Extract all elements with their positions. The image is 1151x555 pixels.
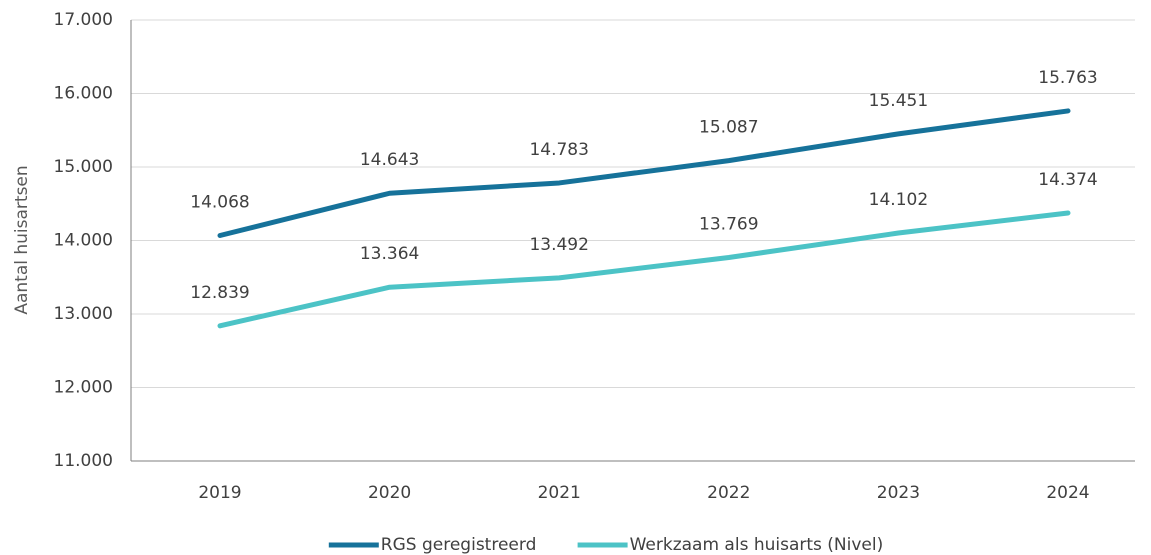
data-label: 12.839 (190, 283, 249, 303)
y-tick-label: 14.000 (54, 231, 113, 251)
data-label: 15.763 (1038, 68, 1097, 88)
data-label: 13.769 (699, 214, 758, 234)
legend-label: Werkzaam als huisarts (Nivel) (630, 535, 884, 555)
y-tick-label: 12.000 (54, 378, 113, 398)
data-label: 13.364 (360, 244, 419, 264)
series-line (217, 108, 1071, 239)
x-tick-label: 2019 (198, 483, 241, 503)
data-label: 14.374 (1038, 170, 1097, 190)
legend-label: RGS geregistreerd (381, 535, 537, 555)
x-tick-label: 2021 (538, 483, 581, 503)
data-label: 14.102 (869, 190, 928, 210)
data-label: 14.643 (360, 150, 419, 170)
series-line (217, 210, 1071, 329)
y-tick-label: 15.000 (54, 157, 113, 177)
data-label: 13.492 (529, 235, 588, 255)
y-tick-label: 17.000 (54, 10, 113, 30)
data-label: 14.783 (529, 140, 588, 160)
x-tick-label: 2024 (1046, 483, 1089, 503)
y-tick-label: 11.000 (54, 451, 113, 471)
y-tick-label: 16.000 (54, 84, 113, 104)
data-label: 15.087 (699, 118, 758, 138)
x-tick-label: 2022 (707, 483, 750, 503)
data-label: 15.451 (869, 91, 928, 111)
y-axis-label: Aantal huisartsen (12, 165, 32, 314)
x-tick-label: 2020 (368, 483, 411, 503)
y-tick-label: 13.000 (54, 304, 113, 324)
data-label: 14.068 (190, 193, 249, 213)
x-tick-label: 2023 (877, 483, 920, 503)
